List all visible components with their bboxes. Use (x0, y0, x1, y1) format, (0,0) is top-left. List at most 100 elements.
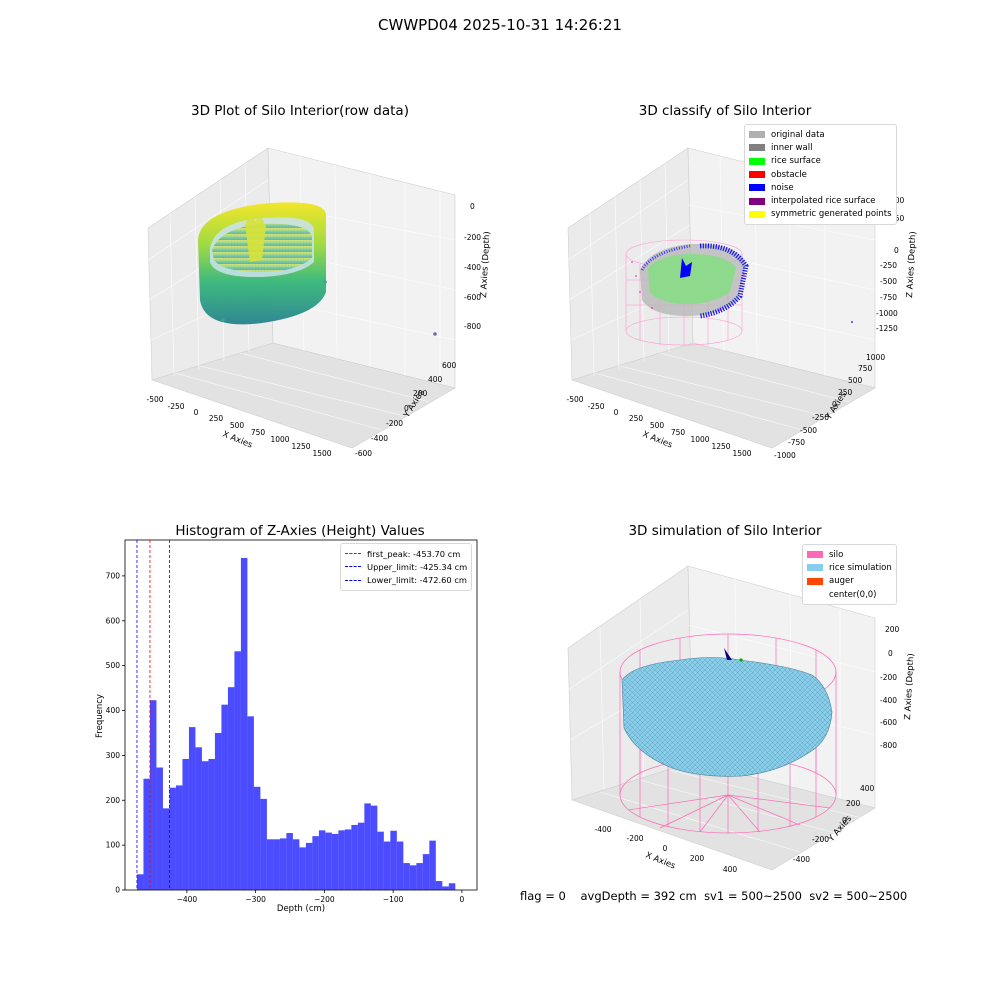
histogram-bar (325, 832, 332, 890)
legend-label: rice simulation (829, 562, 892, 573)
histogram-bar (188, 727, 196, 890)
classify-ztick: -250 (880, 261, 897, 270)
classify-xtick: 1000 (690, 435, 709, 444)
histogram-bar (234, 651, 241, 890)
legend-swatch (749, 157, 765, 165)
legend-entry: noise (749, 181, 892, 194)
histogram-legend: first_peak: -453.70 cm Upper_limit: -425… (340, 543, 473, 591)
histogram-bar (266, 839, 274, 890)
figure-title: CWWPD04 2025-10-31 14:26:21 (378, 16, 622, 34)
raw-xtick: 250 (209, 414, 224, 423)
histogram-bar (338, 830, 345, 890)
raw-ytick: -600 (355, 449, 372, 458)
raw-ytick: -200 (386, 419, 403, 428)
classify-xtick: 750 (671, 428, 686, 437)
histogram-ylabel: Frequency (95, 694, 105, 738)
histogram-bar (448, 883, 456, 890)
legend-line (345, 579, 361, 581)
sim-ztick: 200 (885, 625, 900, 634)
simulation-plot-title: 3D simulation of Silo Interior (628, 523, 822, 539)
histogram-bar (149, 700, 157, 890)
legend-swatch (749, 144, 765, 152)
histogram-bar (279, 838, 287, 890)
histogram-bar (305, 842, 313, 890)
legend-label: Lower_limit: -472.60 cm (367, 575, 467, 586)
sim-ylabel: Y Axies (826, 814, 854, 845)
histogram-ytick-label: 600 (106, 616, 121, 625)
sim-ztick: -200 (880, 673, 897, 682)
classify-plot-title: 3D classify of Silo Interior (638, 103, 812, 119)
legend-label: original data (771, 129, 825, 140)
histogram-bar (364, 803, 371, 890)
sim-xtick: -200 (626, 834, 643, 843)
legend-entry: silo (807, 548, 892, 561)
legend-entry: inner wall (749, 141, 892, 154)
histogram-bar (409, 865, 417, 890)
raw-xtick: 0 (194, 408, 199, 417)
classify-ytick: 500 (848, 376, 863, 385)
legend-swatch (807, 564, 823, 572)
legend-entry: center(0,0) (807, 588, 892, 601)
histogram-bar (182, 758, 189, 890)
legend-entry: original data (749, 128, 892, 141)
raw-xtick: 1500 (312, 449, 331, 458)
histogram-bar (143, 778, 150, 890)
legend-swatch (749, 197, 765, 205)
histogram-bar (312, 836, 319, 890)
histogram-bar (442, 886, 449, 890)
classify-ztick: -1000 (876, 309, 898, 318)
legend-label: center(0,0) (829, 589, 877, 600)
histogram-bar (273, 839, 280, 890)
legend-swatch (749, 184, 765, 192)
histogram-ytick-label: 0 (115, 886, 120, 895)
histogram-bar (221, 704, 228, 890)
legend-swatch (807, 591, 823, 599)
histogram-bar (247, 716, 254, 890)
raw-ylabel: Y Axies (402, 388, 428, 421)
classify-xtick: 1500 (732, 449, 751, 458)
classify-ytick: 250 (838, 388, 853, 397)
raw-zlabel: Z Axies (Depth) (479, 231, 492, 298)
legend-label: inner wall (771, 142, 813, 153)
simulation-legend: silo rice simulation auger center(0,0) (802, 544, 897, 606)
histogram-ytick-label: 300 (106, 751, 121, 760)
legend-swatch (749, 210, 765, 218)
legend-label: obstacle (771, 169, 807, 180)
raw-ytick: -400 (371, 434, 388, 443)
histogram-bar (175, 785, 183, 890)
legend-entry: first_peak: -453.70 cm (345, 547, 467, 560)
classify-xtick: 500 (650, 421, 665, 430)
histogram-bar (162, 808, 170, 890)
raw-xtick: 750 (251, 428, 266, 437)
classify-zlabel: Z Axies (Depth) (905, 231, 918, 298)
histogram-bar (227, 687, 235, 890)
legend-label: Upper_limit: -425.34 cm (367, 561, 468, 572)
sim-ytick: 200 (846, 799, 861, 808)
classify-ytick: 0 (832, 400, 837, 409)
sim-xtick: 200 (690, 854, 705, 863)
legend-entry: obstacle (749, 168, 892, 181)
histogram-ytick-label: 100 (106, 841, 121, 850)
classify-ztick: -500 (880, 277, 897, 286)
raw-ztick: -800 (464, 322, 481, 331)
raw-ytick: 600 (442, 361, 457, 370)
sim-zlabel: Z Axies (Depth) (903, 653, 916, 720)
histogram-bar (156, 767, 163, 890)
sim-xlabel: X Axies (644, 851, 677, 872)
sim-xtick: -400 (594, 825, 611, 834)
raw-xtick: -250 (167, 402, 184, 411)
raw-xtick: 1250 (291, 442, 310, 451)
histogram-bar (383, 841, 391, 890)
legend-entry: symmetric generated points (749, 208, 892, 221)
histogram-ytick-label: 500 (106, 661, 121, 670)
raw-ytick: 200 (413, 389, 428, 398)
legend-entry: Upper_limit: -425.34 cm (345, 560, 467, 573)
histogram-bar (344, 829, 352, 890)
classify-ytick: -750 (788, 438, 805, 447)
raw-ztick: -600 (464, 293, 481, 302)
sim-ztick: -600 (880, 718, 897, 727)
histogram-bar (331, 833, 339, 890)
raw-ztick: -200 (464, 233, 481, 242)
histogram-ytick-label: 200 (106, 796, 121, 805)
sv1-text: sv1 = 500~2500 (704, 889, 802, 903)
